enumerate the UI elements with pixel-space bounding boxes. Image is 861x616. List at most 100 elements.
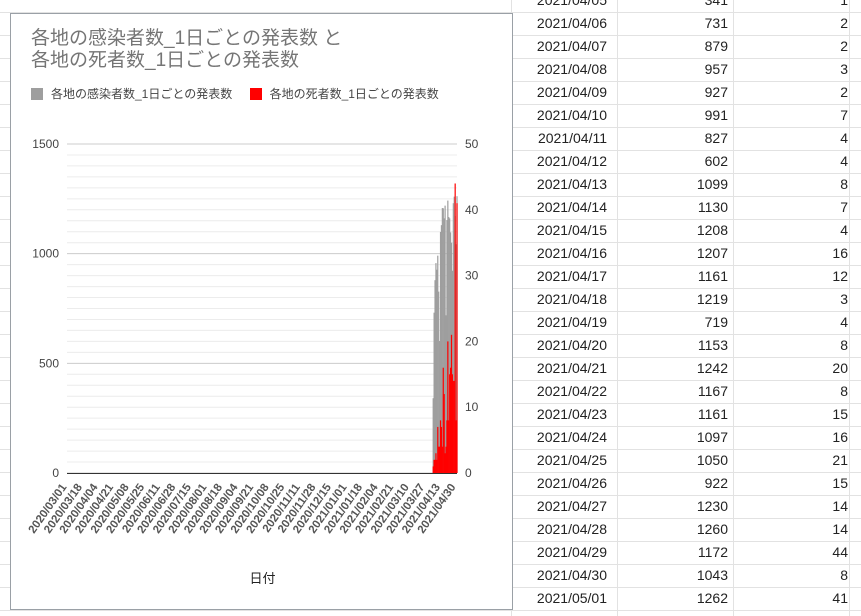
deaths-bar — [432, 466, 434, 473]
deaths-bar — [440, 426, 443, 473]
infections-cell[interactable]: 1167 — [697, 383, 728, 399]
date-cell[interactable]: 2021/04/13 — [536, 176, 607, 192]
deaths-cell[interactable]: 8 — [840, 337, 848, 353]
date-cell[interactable]: 2021/04/24 — [536, 429, 607, 445]
deaths-cell[interactable]: 2 — [840, 38, 848, 54]
deaths-cell[interactable]: 12 — [832, 268, 848, 284]
date-cell[interactable]: 2021/04/18 — [536, 291, 607, 307]
deaths-cell[interactable]: 2 — [840, 15, 848, 31]
infections-cell[interactable]: 731 — [704, 15, 728, 31]
date-cell[interactable]: 2021/04/28 — [536, 521, 607, 537]
infections-cell[interactable]: 1130 — [697, 199, 728, 215]
deaths-cell[interactable]: 4 — [840, 314, 848, 330]
deaths-cell[interactable]: 15 — [832, 475, 848, 491]
date-cell[interactable]: 2021/04/06 — [536, 15, 607, 31]
infections-cell[interactable]: 1161 — [697, 406, 728, 422]
date-cell[interactable]: 2021/04/19 — [536, 314, 607, 330]
deaths-cell[interactable]: 8 — [840, 176, 848, 192]
date-cell[interactable]: 2021/04/30 — [536, 567, 607, 583]
infections-cell[interactable]: 1153 — [697, 337, 728, 353]
chart-card[interactable]: 各地の感染者数_1日ごとの発表数 と 各地の死者数_1日ごとの発表数 各地の感染… — [10, 13, 513, 610]
infections-cell[interactable]: 957 — [704, 61, 728, 77]
deaths-cell[interactable]: 4 — [840, 222, 848, 238]
deaths-cell[interactable]: 7 — [840, 107, 848, 123]
date-cell[interactable]: 2021/04/21 — [536, 360, 607, 376]
deaths-bar — [447, 341, 449, 473]
deaths-cell[interactable]: 21 — [832, 452, 848, 468]
infections-cell[interactable]: 1242 — [696, 360, 728, 376]
deaths-cell[interactable]: 1 — [840, 0, 848, 8]
deaths-cell[interactable]: 8 — [840, 383, 848, 399]
infections-bar — [448, 217, 450, 473]
infections-cell[interactable]: 922 — [704, 475, 728, 491]
date-cell[interactable]: 2021/04/08 — [536, 61, 607, 77]
date-cell[interactable]: 2021/04/12 — [536, 153, 607, 169]
date-cell[interactable]: 2021/04/27 — [536, 498, 607, 514]
deaths-cell[interactable]: 7 — [840, 199, 848, 215]
date-cell[interactable]: 2021/04/10 — [536, 107, 607, 123]
deaths-cell[interactable]: 3 — [840, 61, 848, 77]
date-cell[interactable]: 2021/04/14 — [536, 199, 607, 215]
deaths-cell[interactable]: 16 — [832, 245, 848, 261]
deaths-cell[interactable]: 41 — [832, 590, 848, 606]
deaths-cell[interactable]: 16 — [832, 429, 848, 445]
date-cell[interactable]: 2021/04/25 — [536, 452, 607, 468]
infections-cell[interactable]: 1050 — [696, 452, 728, 468]
deaths-cell[interactable]: 8 — [840, 567, 848, 583]
deaths-cell[interactable]: 3 — [840, 291, 848, 307]
infections-cell[interactable]: 827 — [704, 130, 728, 146]
infections-cell[interactable]: 1172 — [697, 544, 728, 560]
infections-cell[interactable]: 602 — [704, 153, 728, 169]
deaths-cell[interactable]: 14 — [832, 521, 848, 537]
infections-cell[interactable]: 719 — [704, 314, 728, 330]
deaths-bar — [445, 446, 447, 473]
date-cell[interactable]: 2021/04/09 — [536, 84, 607, 100]
table-row: 2021/05/01 1262 41 — [511, 587, 861, 610]
date-cell[interactable]: 2021/04/17 — [536, 268, 607, 284]
table-row: 2021/04/25 1050 21 — [511, 449, 861, 472]
date-cell[interactable]: 2021/04/22 — [536, 383, 607, 399]
date-cell[interactable]: 2021/04/20 — [536, 337, 607, 353]
deaths-cell[interactable]: 2 — [840, 84, 848, 100]
deaths-cell[interactable]: 4 — [840, 130, 848, 146]
date-cell[interactable]: 2021/05/01 — [536, 590, 607, 606]
infections-bar — [440, 225, 443, 473]
infections-cell[interactable]: 991 — [704, 107, 728, 123]
date-cell[interactable]: 2021/04/11 — [537, 130, 607, 146]
deaths-cell[interactable]: 44 — [832, 544, 848, 560]
infections-bar — [438, 291, 440, 473]
infections-cell[interactable]: 1208 — [696, 222, 728, 238]
infections-cell[interactable]: 1219 — [696, 291, 728, 307]
infections-cell[interactable]: 1262 — [696, 590, 728, 606]
infections-cell[interactable]: 1043 — [696, 567, 728, 583]
infections-cell[interactable]: 1099 — [696, 176, 728, 192]
infections-bar — [451, 270, 454, 473]
date-cell[interactable]: 2021/04/16 — [536, 245, 607, 261]
infections-cell[interactable]: 1260 — [696, 521, 728, 537]
deaths-cell[interactable]: 15 — [832, 406, 848, 422]
deaths-cell[interactable]: 14 — [832, 498, 848, 514]
deaths-bar — [453, 380, 455, 473]
infections-cell[interactable]: 1230 — [696, 498, 728, 514]
infections-bar — [435, 263, 437, 473]
infections-cell[interactable]: 927 — [704, 84, 728, 100]
date-cell[interactable]: 2021/04/29 — [536, 544, 607, 560]
deaths-cell[interactable]: 4 — [840, 153, 848, 169]
infections-cell[interactable]: 341 — [704, 0, 728, 8]
infections-cell[interactable]: 1161 — [697, 268, 728, 284]
infections-bar — [445, 315, 447, 473]
date-cell[interactable]: 2021/04/23 — [536, 406, 607, 422]
deaths-cell[interactable]: 20 — [832, 360, 848, 376]
table-row: 2021/04/05 341 1 — [511, 0, 861, 12]
infections-cell[interactable]: 879 — [704, 38, 728, 54]
infections-bar — [439, 231, 442, 473]
date-cell[interactable]: 2021/04/15 — [536, 222, 607, 238]
table-row: 2021/04/23 1161 15 — [511, 403, 861, 426]
infections-cell[interactable]: 1207 — [696, 245, 728, 261]
date-cell[interactable]: 2021/04/07 — [536, 38, 607, 54]
chart-title-line-2: 各地の死者数_1日ごとの発表数 — [31, 50, 299, 71]
date-cell[interactable]: 2021/04/05 — [536, 0, 607, 8]
infections-cell[interactable]: 1097 — [696, 429, 728, 445]
right-tick-label: 50 — [465, 137, 479, 151]
date-cell[interactable]: 2021/04/26 — [536, 475, 607, 491]
